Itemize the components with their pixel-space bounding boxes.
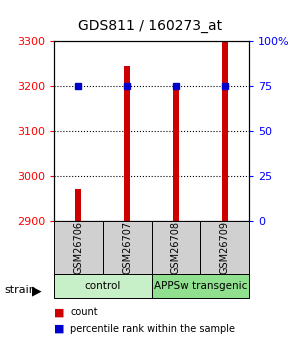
FancyBboxPatch shape [200, 221, 249, 274]
FancyBboxPatch shape [103, 221, 152, 274]
Text: ■: ■ [54, 307, 64, 317]
Text: APPSw transgenic: APPSw transgenic [154, 282, 247, 291]
Text: GDS811 / 160273_at: GDS811 / 160273_at [78, 19, 222, 33]
Text: ▶: ▶ [32, 284, 41, 297]
Text: GSM26706: GSM26706 [74, 221, 83, 274]
Bar [173, 86, 179, 221]
Text: GSM26708: GSM26708 [171, 221, 181, 274]
Bar [124, 66, 130, 221]
Text: GSM26709: GSM26709 [220, 221, 230, 274]
Bar [76, 189, 81, 221]
FancyBboxPatch shape [152, 221, 200, 274]
Text: control: control [85, 282, 121, 291]
Text: ■: ■ [54, 324, 64, 334]
Text: GSM26707: GSM26707 [122, 221, 132, 274]
Bar [222, 41, 228, 221]
FancyBboxPatch shape [54, 221, 103, 274]
FancyBboxPatch shape [152, 274, 249, 298]
Text: strain: strain [4, 286, 36, 295]
Text: percentile rank within the sample: percentile rank within the sample [70, 324, 236, 334]
FancyBboxPatch shape [54, 274, 152, 298]
Text: count: count [70, 307, 98, 317]
